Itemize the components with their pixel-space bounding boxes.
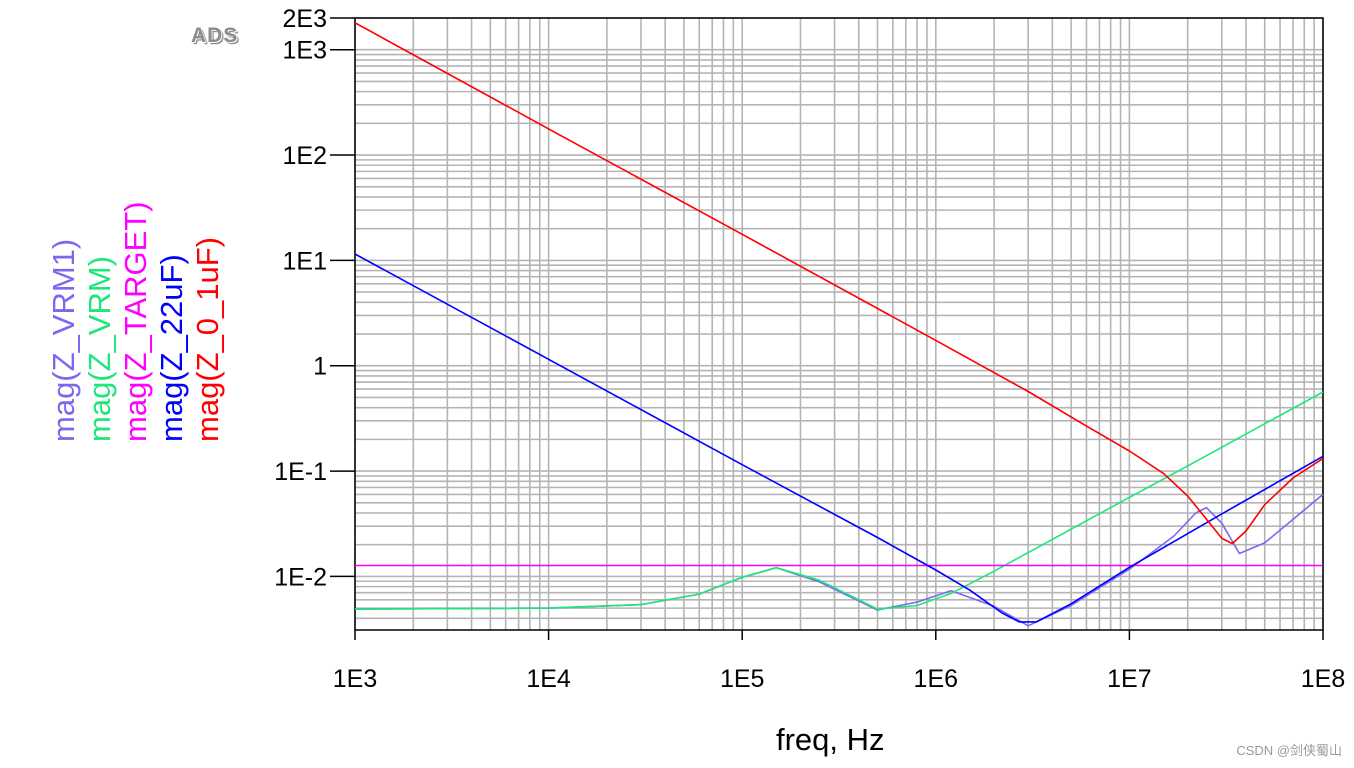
y-tick-label: 1E1 <box>283 247 327 275</box>
y-tick-label: 2E3 <box>283 5 327 33</box>
legend: mag(Z_VRM1) mag(Z_VRM) mag(Z_TARGET) mag… <box>46 201 226 442</box>
x-tick-label: 1E7 <box>1107 665 1151 693</box>
legend-entry-z-0-1uf: mag(Z_0_1uF) <box>190 236 225 442</box>
legend-entry-z-vrm1: mag(Z_VRM1) <box>46 238 81 442</box>
series-line-mag-z-22uf <box>354 253 1324 623</box>
x-tick-label: 1E5 <box>720 665 764 693</box>
legend-entry-z-22uf: mag(Z_22uF) <box>154 254 189 442</box>
y-tick-label: 1E2 <box>283 142 327 170</box>
x-tick-label: 1E3 <box>333 665 377 693</box>
y-tick-label: 1 <box>313 353 327 381</box>
x-tick-label: 1E6 <box>914 665 958 693</box>
watermark: CSDN @剑侠蜀山 <box>1236 743 1342 758</box>
series-line-mag-z-0-1uf <box>354 22 1324 545</box>
legend-entry-z-target: mag(Z_TARGET) <box>118 201 153 442</box>
ads-logo: ADS <box>191 24 239 47</box>
series-line-mag-z-vrm <box>354 391 1324 610</box>
plot-frame <box>354 17 1324 631</box>
x-tick-label: 1E4 <box>526 665 571 693</box>
x-axis-label: freq, Hz <box>776 722 885 757</box>
series-line-mag-z-vrm1 <box>354 493 1324 627</box>
y-tick-label: 1E-2 <box>274 563 327 591</box>
y-tick-label: 1E-1 <box>274 458 327 486</box>
x-tick-label: 1E8 <box>1301 665 1345 693</box>
legend-entry-z-vrm: mag(Z_VRM) <box>82 255 117 442</box>
y-tick-label: 1E3 <box>283 37 327 65</box>
